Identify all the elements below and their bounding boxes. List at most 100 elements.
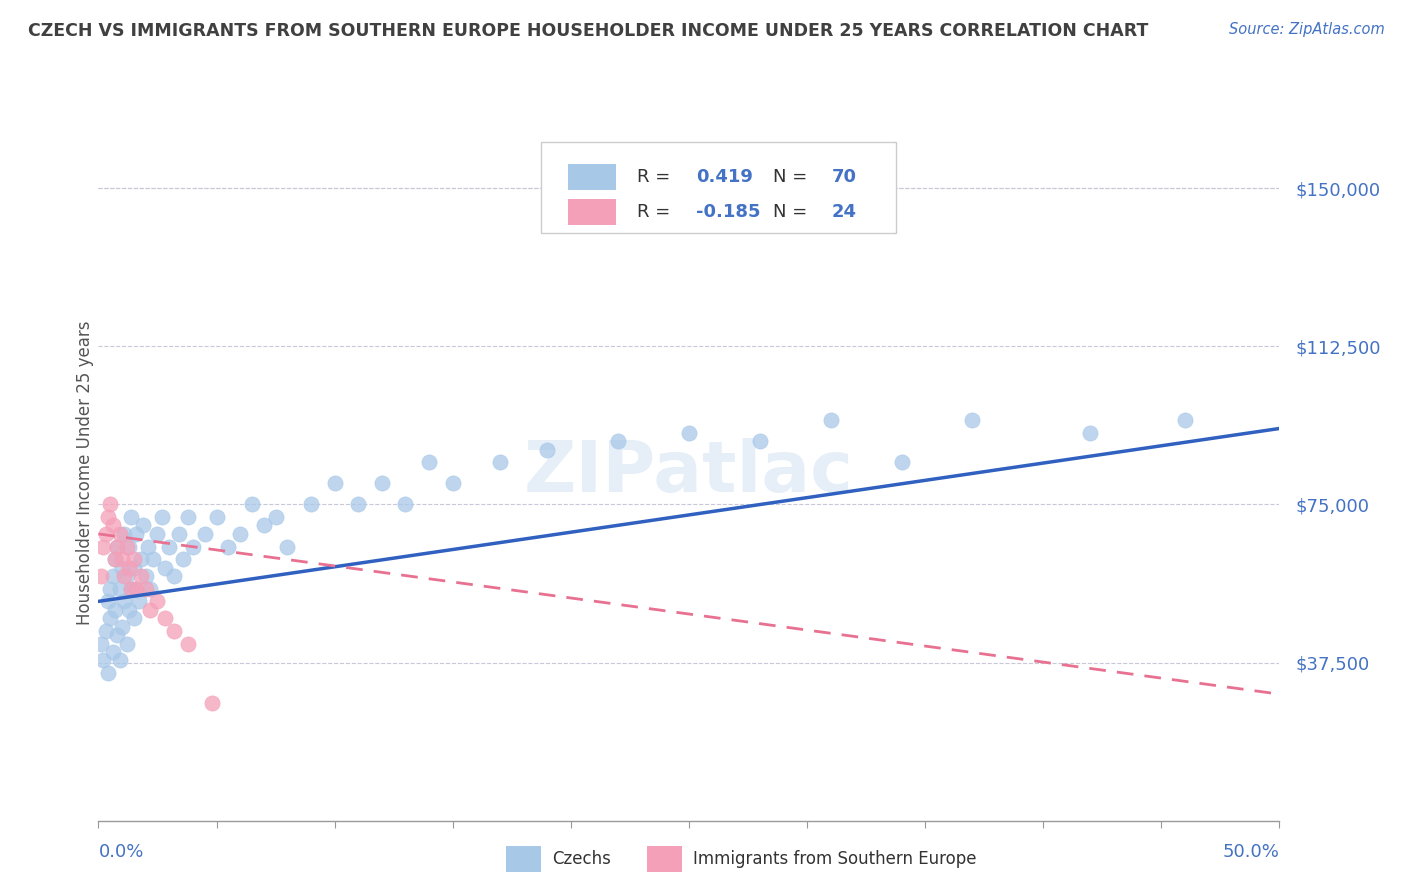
- Text: Source: ZipAtlas.com: Source: ZipAtlas.com: [1229, 22, 1385, 37]
- Point: [122, 552, 145, 566]
- Point: [489, 455, 512, 469]
- Text: 50.0%: 50.0%: [1223, 843, 1279, 861]
- Point: [101, 569, 124, 583]
- Point: [118, 540, 141, 554]
- Point: [890, 455, 912, 469]
- Point: [299, 497, 322, 511]
- Point: [128, 594, 150, 608]
- Text: Czechs: Czechs: [553, 850, 612, 868]
- Point: [135, 582, 157, 596]
- FancyBboxPatch shape: [568, 164, 616, 190]
- Point: [97, 510, 120, 524]
- Text: 0.0%: 0.0%: [98, 843, 143, 861]
- Point: [157, 540, 180, 554]
- Text: 24: 24: [832, 202, 856, 221]
- Text: -0.185: -0.185: [696, 202, 761, 221]
- Point: [163, 569, 186, 583]
- Point: [105, 628, 128, 642]
- Text: R =: R =: [637, 202, 676, 221]
- Point: [91, 540, 114, 554]
- Point: [181, 540, 204, 554]
- Point: [394, 497, 416, 511]
- Point: [111, 552, 134, 566]
- Point: [125, 582, 148, 596]
- Point: [104, 552, 127, 566]
- Point: [820, 413, 842, 427]
- Point: [240, 497, 263, 511]
- Point: [253, 518, 276, 533]
- Point: [1080, 425, 1102, 440]
- Point: [276, 540, 298, 554]
- Point: [111, 620, 134, 634]
- Point: [607, 434, 630, 449]
- Point: [121, 510, 143, 524]
- Point: [94, 527, 117, 541]
- Point: [536, 442, 558, 457]
- Point: [163, 624, 186, 638]
- Point: [91, 653, 114, 667]
- Point: [122, 560, 145, 574]
- Point: [153, 560, 176, 574]
- Point: [132, 518, 155, 533]
- Point: [172, 552, 194, 566]
- Point: [205, 510, 228, 524]
- Point: [135, 569, 157, 583]
- Point: [125, 582, 148, 596]
- Point: [111, 560, 134, 574]
- Point: [371, 476, 394, 491]
- Point: [194, 527, 217, 541]
- Point: [139, 582, 162, 596]
- Point: [115, 569, 138, 583]
- Point: [108, 653, 131, 667]
- FancyBboxPatch shape: [568, 199, 616, 225]
- Point: [104, 552, 127, 566]
- Text: N =: N =: [773, 168, 813, 186]
- Point: [121, 582, 143, 596]
- Point: [177, 510, 200, 524]
- Point: [90, 636, 112, 650]
- Point: [1174, 413, 1197, 427]
- Point: [122, 611, 145, 625]
- Point: [139, 603, 162, 617]
- Point: [748, 434, 770, 449]
- Text: 70: 70: [832, 168, 856, 186]
- Point: [97, 666, 120, 681]
- Point: [418, 455, 440, 469]
- Point: [112, 594, 135, 608]
- Point: [108, 527, 131, 541]
- Point: [150, 510, 173, 524]
- Point: [101, 518, 124, 533]
- Text: CZECH VS IMMIGRANTS FROM SOUTHERN EUROPE HOUSEHOLDER INCOME UNDER 25 YEARS CORRE: CZECH VS IMMIGRANTS FROM SOUTHERN EUROPE…: [28, 22, 1149, 40]
- Point: [129, 569, 152, 583]
- Point: [98, 611, 121, 625]
- Point: [146, 594, 169, 608]
- Point: [678, 425, 700, 440]
- Point: [323, 476, 346, 491]
- Point: [98, 582, 121, 596]
- Point: [115, 540, 138, 554]
- Point: [118, 560, 141, 574]
- Point: [101, 645, 124, 659]
- Point: [136, 540, 159, 554]
- Point: [105, 540, 128, 554]
- Point: [962, 413, 984, 427]
- Point: [217, 540, 239, 554]
- Point: [146, 527, 169, 541]
- Point: [105, 540, 128, 554]
- Point: [201, 696, 224, 710]
- Text: R =: R =: [637, 168, 676, 186]
- Point: [142, 552, 165, 566]
- Point: [115, 636, 138, 650]
- Point: [264, 510, 287, 524]
- Point: [177, 636, 200, 650]
- Point: [90, 569, 112, 583]
- Text: Immigrants from Southern Europe: Immigrants from Southern Europe: [693, 850, 977, 868]
- Point: [118, 603, 141, 617]
- Point: [153, 611, 176, 625]
- Point: [97, 594, 120, 608]
- Point: [347, 497, 370, 511]
- Text: 0.419: 0.419: [696, 168, 752, 186]
- Point: [108, 582, 131, 596]
- Point: [98, 497, 121, 511]
- Point: [441, 476, 464, 491]
